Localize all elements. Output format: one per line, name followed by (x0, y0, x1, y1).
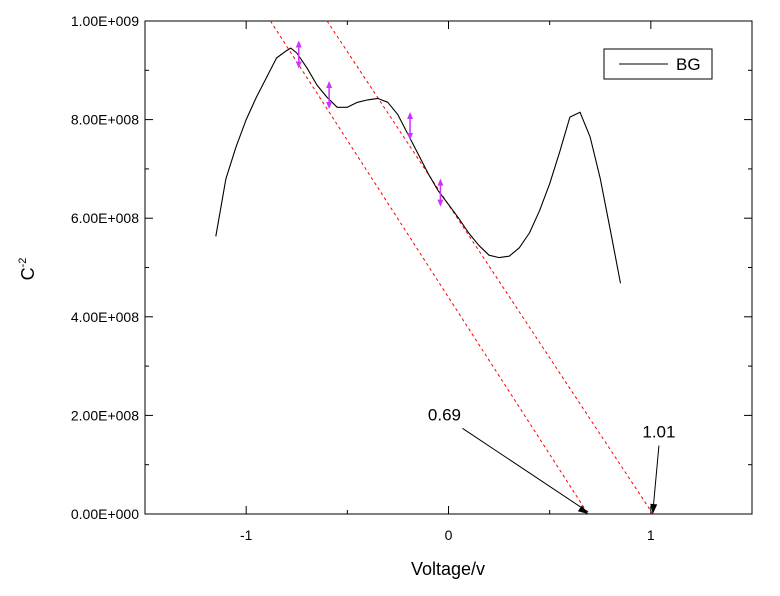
series-layer (215, 47, 622, 284)
marker-2 (407, 112, 414, 141)
tangent-lines (270, 20, 654, 515)
annotation-label-0: 0.69 (428, 405, 461, 424)
legend-label-bg: BG (676, 55, 701, 74)
annotation-arrow-1 (652, 445, 660, 513)
marker-1 (326, 80, 333, 109)
marker-layer (295, 40, 444, 207)
annotation-arrow-0 (462, 427, 589, 513)
marker-3 (437, 178, 444, 207)
marker-0 (295, 40, 302, 69)
legend: BG (603, 48, 713, 80)
series-line-bg (215, 47, 622, 284)
annotation-layer: 0.69 1.01 (428, 405, 675, 514)
y-tick-label-5: 1.00E+009 (71, 13, 139, 29)
y-tick-label-3: 6.00E+008 (71, 210, 139, 226)
y-tick-label-0: 0.00E+000 (71, 506, 139, 522)
x-axis-title: Voltage/v (411, 559, 485, 579)
x-tick-label-1: 0 (445, 527, 453, 543)
y-tick-label-1: 2.00E+008 (71, 407, 139, 423)
y-tick-label-4: 8.00E+008 (71, 112, 139, 128)
y-axis-title: C-2 (17, 258, 38, 281)
tangent-line-0 (270, 20, 589, 515)
tangent-line-1 (326, 20, 654, 515)
axis-ticks: -1 0 1 0.00E+000 2.00E+008 4.00E+008 6.00E+008… (71, 13, 753, 543)
annotation-arrowhead-1 (650, 503, 658, 514)
svg-text:C-2: C-2 (17, 258, 38, 281)
y-axis-title-superscript: -2 (17, 258, 29, 268)
annotation-arrowhead-0 (577, 505, 589, 514)
y-axis-title-main: C (18, 267, 38, 280)
x-tick-label-2: 1 (647, 527, 655, 543)
x-tick-label-0: -1 (240, 527, 253, 543)
annotation-label-1: 1.01 (642, 423, 675, 442)
y-tick-label-2: 4.00E+008 (71, 309, 139, 325)
